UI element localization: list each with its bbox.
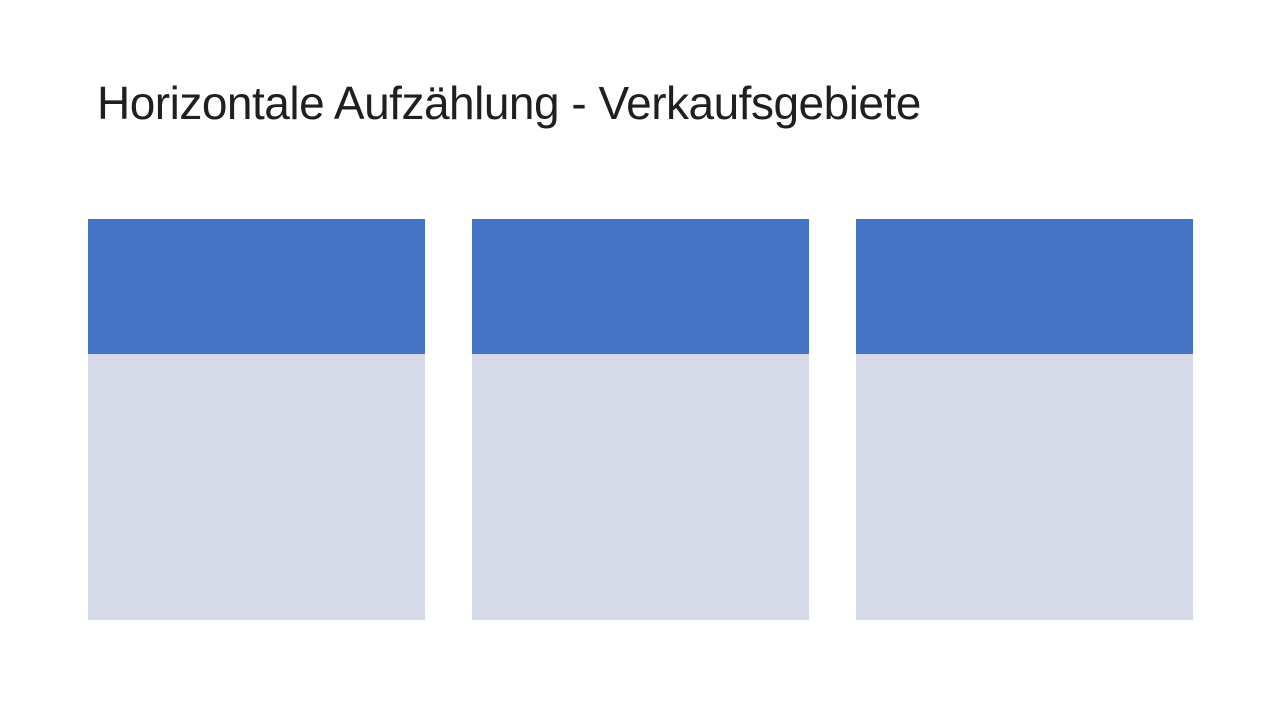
card-header-band (472, 219, 809, 354)
card-body-area (472, 354, 809, 620)
cards-row (88, 219, 1193, 620)
card-body-area (856, 354, 1193, 620)
slide-title: Horizontale Aufzählung - Verkaufsgebiete (97, 77, 921, 129)
card-body-area (88, 354, 425, 620)
verkaufsgebiet-card-2 (472, 219, 809, 620)
card-header-band (88, 219, 425, 354)
verkaufsgebiet-card-1 (88, 219, 425, 620)
card-header-band (856, 219, 1193, 354)
verkaufsgebiet-card-3 (856, 219, 1193, 620)
